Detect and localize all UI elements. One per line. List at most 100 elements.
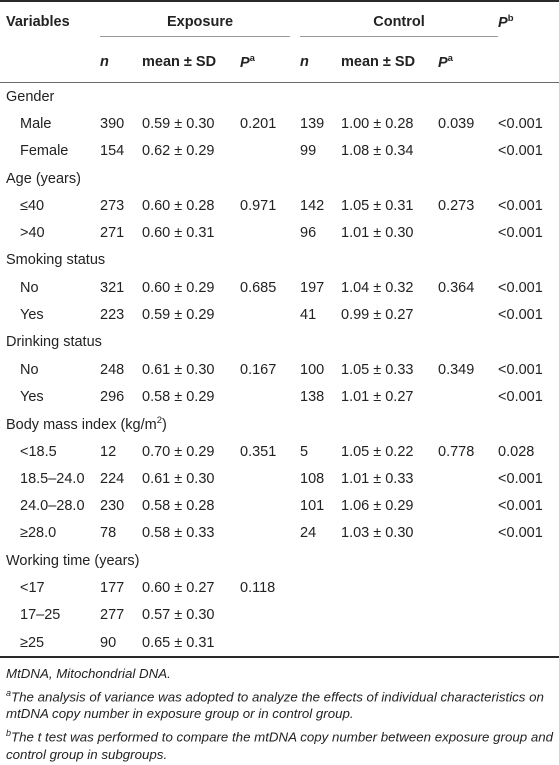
header-control-n: n <box>300 42 341 83</box>
cell-control-n <box>300 574 341 601</box>
cell-exposure-p: 0.685 <box>240 279 277 296</box>
cell-control-mean-sd <box>341 602 438 629</box>
section-label: Smoking status <box>6 252 106 269</box>
cell-exposure-mean-sd: 0.60 ± 0.31 <box>142 225 215 242</box>
cell-exposure-n: 90 <box>100 628 142 659</box>
cell-exposure-p: 0.201 <box>240 115 277 132</box>
cell-exposure-n: 296 <box>100 388 125 405</box>
cell-control-mean-sd: 1.05 ± 0.22 <box>341 443 414 460</box>
cell-control-n: 138 <box>300 388 325 405</box>
cell-exposure-p <box>240 520 300 547</box>
table-row: <17 177 0.60 ± 0.27 0.118 <box>0 574 559 601</box>
cell-p-b <box>498 574 559 601</box>
cell-control-mean-sd: 1.01 ± 0.30 <box>341 225 414 242</box>
cell-exposure-p <box>240 138 300 165</box>
table-row: Male 390 0.59 ± 0.30 0.201 139 1.00 ± 0.28 0.0… <box>0 110 559 137</box>
row-label: <17 <box>20 579 45 596</box>
cell-control-p <box>438 574 498 601</box>
cell-control-p <box>438 301 498 328</box>
section-row: Gender <box>0 83 559 111</box>
data-table: Variables Exposure Control Pb n mean ± S… <box>0 0 559 659</box>
cell-exposure-n: 273 <box>100 197 125 214</box>
header-row-2: n mean ± SD Pa n mean ± SD Pa <box>0 42 559 83</box>
cell-exposure-mean-sd: 0.60 ± 0.29 <box>142 279 215 296</box>
row-label: No <box>20 361 39 378</box>
cell-p-b <box>498 602 559 629</box>
row-label: ≥25 <box>0 628 100 659</box>
table-row: 18.5–24.0 224 0.61 ± 0.30 108 1.01 ± 0.33 <0.… <box>0 465 559 492</box>
cell-exposure-n: 248 <box>100 361 125 378</box>
cell-exposure-p <box>240 628 300 659</box>
cell-exposure-p: 0.351 <box>240 443 277 460</box>
cell-control-n: 24 <box>300 525 317 542</box>
cell-exposure-mean-sd: 0.70 ± 0.29 <box>142 443 215 460</box>
cell-exposure-mean-sd: 0.58 ± 0.33 <box>142 525 215 542</box>
cell-exposure-p <box>240 602 300 629</box>
cell-control-p: 0.273 <box>438 197 475 214</box>
cell-control-n: 108 <box>300 470 325 487</box>
cell-p-b: <0.001 <box>498 143 543 160</box>
footnote-b: bThe t test was performed to compare the… <box>6 727 554 762</box>
cell-control-n <box>300 628 341 659</box>
cell-control-p <box>438 520 498 547</box>
table-row: >40 271 0.60 ± 0.31 96 1.01 ± 0.30 <0.001 <box>0 219 559 246</box>
cell-control-p: 0.349 <box>438 361 475 378</box>
table-footnotes: MtDNA, Mitochondrial DNA. aThe analysis … <box>6 665 554 765</box>
cell-exposure-mean-sd: 0.62 ± 0.29 <box>142 143 215 160</box>
cell-control-n: 101 <box>300 498 325 515</box>
section-label: Age (years) <box>6 170 81 187</box>
section-label: Drinking status <box>6 334 102 351</box>
cell-control-mean-sd <box>341 628 438 659</box>
row-label: Yes <box>20 388 44 405</box>
cell-exposure-mean-sd: 0.61 ± 0.30 <box>142 361 215 378</box>
section-label: Working time (years) <box>6 552 140 569</box>
table-row: Yes 296 0.58 ± 0.29 138 1.01 ± 0.27 <0.001 <box>0 383 559 410</box>
cell-p-b: <0.001 <box>498 388 543 405</box>
cell-p-b <box>498 628 559 659</box>
cell-control-p: 0.039 <box>438 115 475 132</box>
section-row: Working time (years) <box>0 547 559 574</box>
header-p-b: Pb <box>498 0 559 42</box>
cell-exposure-mean-sd: 0.60 ± 0.28 <box>142 197 215 214</box>
header-exposure: Exposure <box>100 0 300 42</box>
cell-control-n: 197 <box>300 279 325 296</box>
section-label: Gender <box>6 88 55 105</box>
cell-p-b: <0.001 <box>498 279 543 296</box>
cell-p-b: <0.001 <box>498 197 543 214</box>
cell-exposure-p: 0.118 <box>240 579 276 596</box>
row-label: 24.0–28.0 <box>20 498 85 515</box>
cell-control-mean-sd: 1.05 ± 0.33 <box>341 361 414 378</box>
cell-exposure-n: 223 <box>100 307 125 324</box>
row-label: 17–25 <box>20 607 61 624</box>
header-exposure-n: n <box>100 42 142 83</box>
cell-control-p <box>438 465 498 492</box>
cell-control-p: 0.778 <box>438 443 475 460</box>
table-row: ≤40 273 0.60 ± 0.28 0.971 142 1.05 ± 0.31 0.27… <box>0 192 559 219</box>
header-control-p-a: Pa <box>438 42 499 83</box>
header-variables: Variables <box>0 0 100 42</box>
cell-control-mean-sd: 1.08 ± 0.34 <box>341 143 414 160</box>
cell-exposure-n: 177 <box>100 579 125 596</box>
cell-exposure-p <box>240 465 300 492</box>
cell-control-n: 142 <box>300 197 325 214</box>
cell-p-b: <0.001 <box>498 470 543 487</box>
cell-control-mean-sd: 1.01 ± 0.27 <box>341 388 414 405</box>
cell-exposure-n: 224 <box>100 470 125 487</box>
table-row: No 321 0.60 ± 0.29 0.685 197 1.04 ± 0.32 0.364… <box>0 274 559 301</box>
table-row: 24.0–28.0 230 0.58 ± 0.28 101 1.06 ± 0.29 <0.… <box>0 492 559 519</box>
cell-control-n: 139 <box>300 115 325 132</box>
row-label: ≥28.0 <box>20 525 57 542</box>
header-control-mean-sd: mean ± SD <box>341 42 438 83</box>
row-label: ≤40 <box>20 197 45 214</box>
row-label: 18.5–24.0 <box>20 470 85 487</box>
section-row: Drinking status <box>0 329 559 356</box>
cell-p-b: <0.001 <box>498 498 543 515</box>
table-row: Female 154 0.62 ± 0.29 99 1.08 ± 0.34 <0.001 <box>0 138 559 165</box>
cell-control-n: 99 <box>300 143 317 160</box>
cell-exposure-mean-sd: 0.65 ± 0.31 <box>142 628 240 659</box>
cell-exposure-mean-sd: 0.60 ± 0.27 <box>142 579 215 596</box>
cell-p-b: 0.028 <box>498 443 535 460</box>
cell-exposure-p: 0.167 <box>240 361 277 378</box>
cell-exposure-p: 0.971 <box>240 197 277 214</box>
